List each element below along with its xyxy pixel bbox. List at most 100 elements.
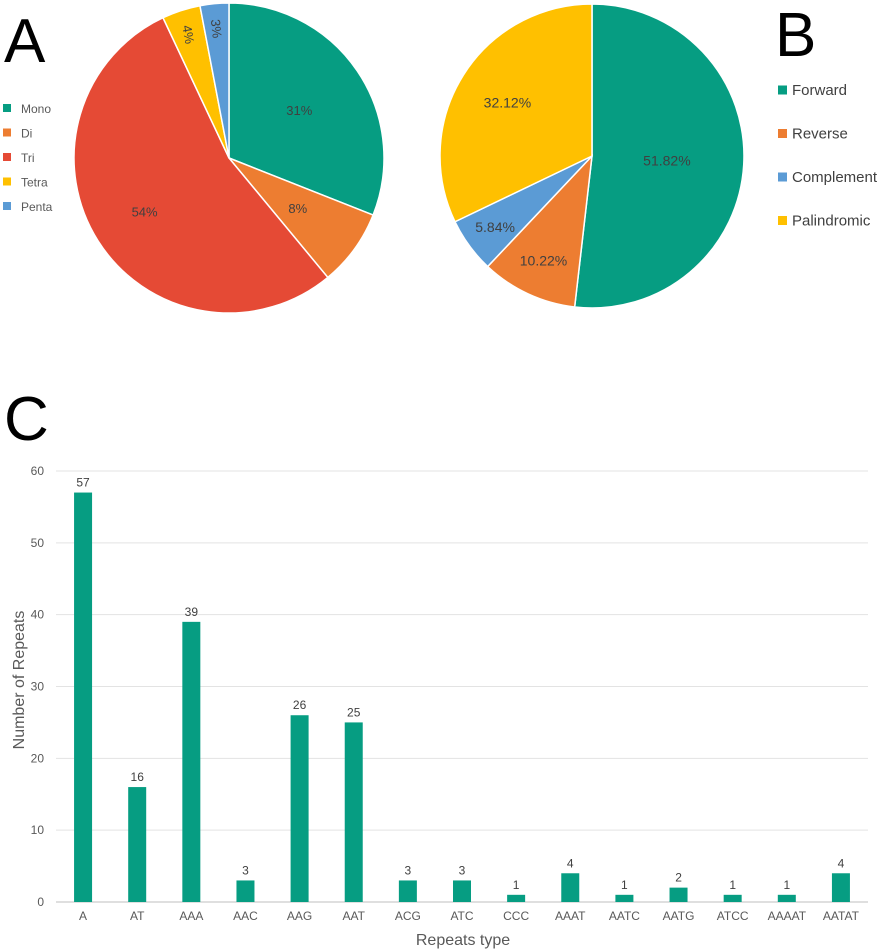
panel-letter-c: C <box>4 385 49 454</box>
x-axis-title: Repeats type <box>416 932 510 949</box>
data-label-atc: 3 <box>459 863 466 877</box>
legend-label-mono: Mono <box>21 102 51 116</box>
data-label-aaat: 4 <box>567 856 574 870</box>
legend-label-penta: Penta <box>21 200 53 214</box>
legend-label-di: Di <box>21 127 32 141</box>
bar-aac <box>236 880 255 902</box>
y-tick-label: 30 <box>31 680 45 694</box>
y-tick-label: 0 <box>37 895 44 909</box>
bar-aaat <box>561 873 580 902</box>
y-axis-title: Number of Repeats <box>11 611 28 750</box>
pie-label-di: 8% <box>288 201 307 216</box>
legend-swatch-penta <box>3 202 11 210</box>
legend-label-complement: Complement <box>792 169 878 186</box>
pie-label-tri: 54% <box>132 205 158 220</box>
bar-aatat <box>831 873 850 902</box>
data-label-a: 57 <box>76 476 90 490</box>
legend-label-tetra: Tetra <box>21 176 48 190</box>
legend-label-forward: Forward <box>792 82 847 99</box>
x-tick-label-aaaat: AAAAT <box>768 909 807 923</box>
legend-swatch-reverse <box>778 129 787 138</box>
y-tick-label: 40 <box>31 608 45 622</box>
pie-label-mono: 31% <box>286 103 312 118</box>
legend-swatch-palindromic <box>778 216 787 225</box>
legend-swatch-complement <box>778 172 787 182</box>
bar-aaaat <box>777 894 796 902</box>
pie-label-forward: 51.82% <box>643 152 690 168</box>
legend-swatch-di <box>3 128 11 137</box>
bar-aat <box>344 722 363 902</box>
pie-label-penta: 3% <box>208 19 225 40</box>
data-label-aat: 25 <box>347 705 361 719</box>
legend-a: Mono Di Tri Tetra Penta <box>3 102 53 214</box>
pie-slice-reverse <box>486 153 594 308</box>
pie-label-reverse: 10.22% <box>520 252 567 268</box>
data-label-at: 16 <box>131 770 145 784</box>
x-tick-label-aat: AAT <box>343 909 366 923</box>
y-tick-label: 10 <box>31 823 45 837</box>
data-label-acg: 3 <box>405 863 412 877</box>
bar-series: 57 16 39 3 26 25 3 3 1 4 1 2 1 1 4 <box>74 476 850 902</box>
bar-grid <box>56 470 868 903</box>
pie-chart-a: 31% 8% 54% 4% 3% <box>73 2 385 314</box>
pie-label-complement: 5.84% <box>475 219 515 235</box>
data-label-aatg: 2 <box>675 871 682 885</box>
data-label-aatat: 4 <box>838 856 845 870</box>
pie-label-tetra: 4% <box>179 24 197 46</box>
x-tick-label-a: A <box>79 909 87 923</box>
x-tick-label-acg: ACG <box>395 909 421 923</box>
data-label-ccc: 1 <box>513 878 520 892</box>
pie-chart-b: 51.82% 10.22% 5.84% 32.12% <box>439 3 745 309</box>
x-tick-label-at: AT <box>130 909 145 923</box>
bar-acg <box>398 880 417 902</box>
x-tick-label-aag: AAG <box>287 909 312 923</box>
data-label-aaa: 39 <box>185 605 199 619</box>
legend-swatch-mono <box>3 104 11 112</box>
y-tick-label: 20 <box>31 751 45 765</box>
panel-letter-a: A <box>4 7 46 76</box>
data-label-aac: 3 <box>242 863 249 877</box>
x-tick-label-aatat: AATAT <box>823 909 860 923</box>
x-tick-label-aatg: AATG <box>663 909 695 923</box>
panel-letter-b: B <box>775 1 816 70</box>
bar-a <box>74 492 93 902</box>
legend-label-tri: Tri <box>21 151 35 165</box>
bar-ccc <box>507 894 526 902</box>
legend-swatch-tri <box>3 153 11 161</box>
pie-slice-mono <box>228 2 385 217</box>
data-label-atcc: 1 <box>729 878 736 892</box>
data-label-aag: 26 <box>293 698 307 712</box>
x-tick-label-atc: ATC <box>450 909 473 923</box>
legend-b: Forward Reverse Complement Palindromic <box>778 82 878 230</box>
bar-at <box>128 787 147 902</box>
y-tick-label: 60 <box>31 464 45 478</box>
x-tick-labels: A AT AAA AAC AAG AAT ACG ATC CCC AAAT AATC AATG ATCC… <box>79 909 860 923</box>
bar-atcc <box>723 894 742 902</box>
pie-slice-palindromic <box>439 3 593 223</box>
bar-aatc <box>615 894 634 902</box>
bar-atc <box>453 880 471 902</box>
legend-label-reverse: Reverse <box>792 126 848 143</box>
pie-label-palindromic: 32.12% <box>484 95 531 111</box>
x-tick-label-aaa: AAA <box>179 909 203 923</box>
legend-label-palindromic: Palindromic <box>792 213 871 230</box>
bar-aaa <box>182 621 201 902</box>
pie-slice-penta <box>199 2 230 159</box>
bar-aag <box>290 715 309 902</box>
legend-swatch-tetra <box>3 177 11 186</box>
data-label-aaaat: 1 <box>783 878 790 892</box>
y-tick-label: 50 <box>31 536 45 550</box>
pie-slice-forward <box>573 3 745 309</box>
x-tick-label-atcc: ATCC <box>717 909 749 923</box>
data-label-aatc: 1 <box>621 878 628 892</box>
x-tick-label-aaat: AAAT <box>555 909 586 923</box>
pie-slice-tri <box>73 16 329 314</box>
x-tick-label-aatc: AATC <box>609 909 640 923</box>
bar-aatg <box>669 887 688 902</box>
y-tick-labels: 0 10 20 30 40 50 60 <box>31 464 45 909</box>
x-tick-label-ccc: CCC <box>503 909 529 923</box>
legend-swatch-forward <box>778 85 787 95</box>
x-tick-label-aac: AAC <box>233 909 258 923</box>
